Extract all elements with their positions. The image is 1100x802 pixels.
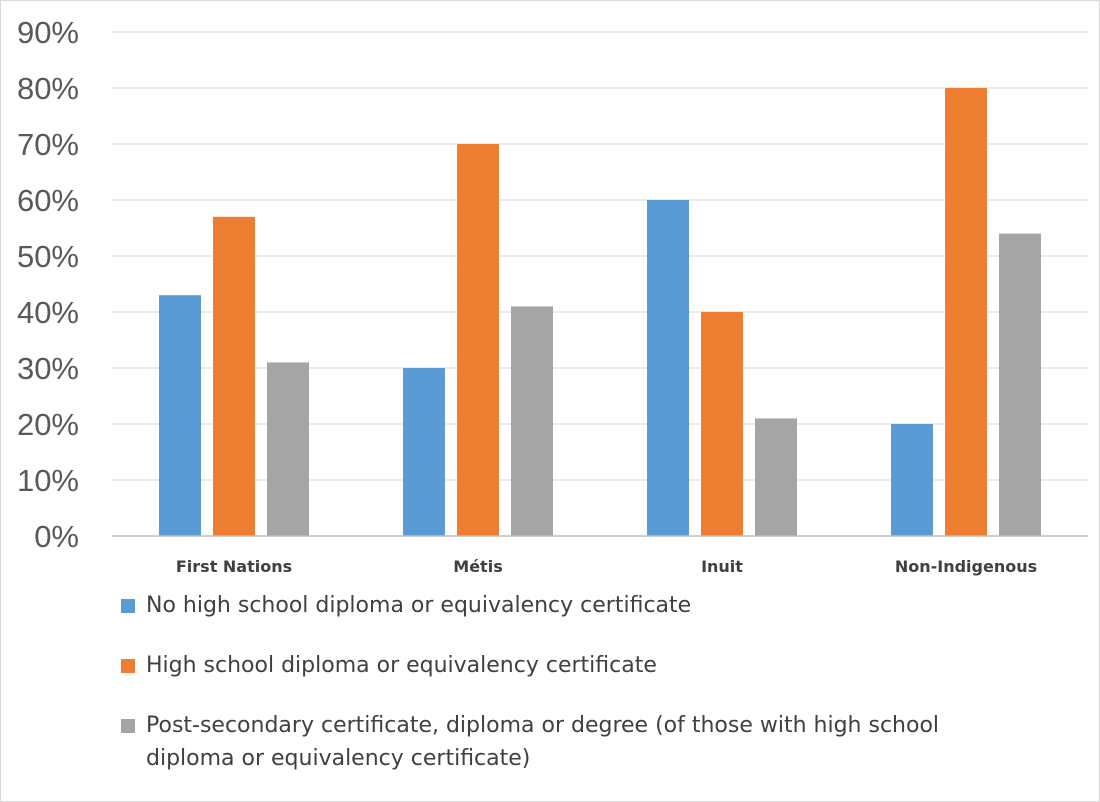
legend-label-post-secondary: Post-secondary certificate, diploma or d… bbox=[146, 713, 940, 771]
legend-item-high-school: High school diploma or equivalency certi… bbox=[121, 649, 1021, 682]
y-tick-label: 10% bbox=[17, 463, 79, 498]
bar-inuit-series-2 bbox=[701, 312, 743, 536]
bar-inuit-series-3 bbox=[755, 418, 797, 536]
y-axis-tick-labels: 0% 10% 20% 30% 40% 50% 60% 70% 80% 90% bbox=[17, 15, 79, 554]
legend-swatch-no-high-school bbox=[121, 599, 135, 613]
bar-non-indigenous-series-1 bbox=[891, 424, 933, 536]
category-label-metis: Métis bbox=[453, 557, 502, 576]
category-label-inuit: Inuit bbox=[701, 557, 743, 576]
bar-chart: 0% 10% 20% 30% 40% 50% 60% 70% 80% 90% First Nati… bbox=[17, 15, 1088, 576]
y-tick-label: 90% bbox=[17, 15, 79, 50]
bar-metis-series-3 bbox=[511, 306, 553, 536]
legend-label-no-high-school: No high school diploma or equivalency ce… bbox=[146, 593, 692, 618]
category-label-non-indigenous: Non-Indigenous bbox=[895, 557, 1037, 576]
bar-metis-series-1 bbox=[403, 368, 445, 536]
bars bbox=[159, 88, 1041, 537]
legend-item-no-high-school: No high school diploma or equivalency ce… bbox=[121, 589, 1021, 622]
y-tick-label: 50% bbox=[17, 239, 79, 274]
y-tick-label: 30% bbox=[17, 351, 79, 386]
bar-first-nations-series-2 bbox=[213, 216, 255, 537]
gridlines bbox=[112, 31, 1088, 481]
bar-inuit-series-1 bbox=[647, 200, 689, 536]
bar-first-nations-series-1 bbox=[159, 295, 201, 536]
bar-metis-series-2 bbox=[457, 144, 499, 536]
x-axis-category-labels: First Nations Métis Inuit Non-Indigenous bbox=[176, 557, 1037, 576]
legend-swatch-high-school bbox=[121, 659, 135, 673]
y-tick-label: 80% bbox=[17, 71, 79, 106]
legend-label-high-school: High school diploma or equivalency certi… bbox=[146, 653, 657, 678]
legend-swatch-post-secondary bbox=[121, 719, 135, 733]
bar-first-nations-series-3 bbox=[267, 362, 309, 536]
y-tick-label: 60% bbox=[17, 183, 79, 218]
legend: No high school diploma or equivalency ce… bbox=[121, 589, 1021, 775]
category-label-first-nations: First Nations bbox=[176, 557, 292, 576]
legend-item-post-secondary: Post-secondary certificate, diploma or d… bbox=[121, 709, 1021, 775]
bar-non-indigenous-series-2 bbox=[945, 88, 987, 536]
bar-non-indigenous-series-3 bbox=[999, 233, 1041, 536]
y-tick-label: 0% bbox=[34, 519, 79, 554]
y-tick-label: 20% bbox=[17, 407, 79, 442]
y-tick-label: 70% bbox=[17, 127, 79, 162]
y-tick-label: 40% bbox=[17, 295, 79, 330]
